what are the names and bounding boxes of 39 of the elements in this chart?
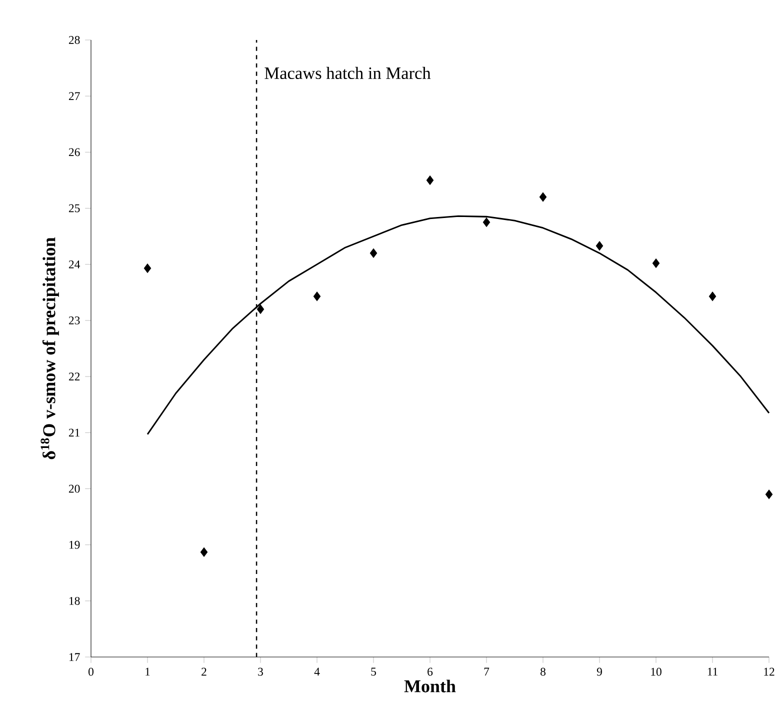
point [652,258,660,268]
x-tick-label: 5 [371,668,376,676]
y-tick-label: 26 [68,148,80,156]
point [482,218,490,227]
x-tick-label: 10 [651,668,662,676]
x-tick-label: 12 [764,668,774,676]
y-tick-label: 17 [69,653,80,661]
y-tick-label: 28 [68,36,80,44]
x-tick-label: 3 [258,668,263,676]
y-tick-label: 20 [68,484,80,493]
x-tick-label: 4 [314,668,320,676]
y-tick-label: 27 [68,92,80,100]
point [200,547,208,557]
point [370,248,378,258]
x-tick-label: 0 [88,668,94,676]
y-tick-label: 22 [68,372,80,380]
y-tick-label: 18 [69,596,80,605]
point [426,176,434,185]
point [596,241,604,251]
x-tick-label: 7 [484,668,490,676]
y-tick-label: 24 [68,260,80,268]
x-tick-label: 2 [202,668,206,676]
point [708,292,716,302]
x-tick-label: 6 [428,668,433,676]
point [313,292,321,302]
y-tick-label: 21 [68,428,80,437]
point [539,192,547,202]
y-tick-label: 25 [68,204,80,212]
x-tick-label: 1 [146,668,150,676]
x-tick-label: 11 [708,668,718,676]
x-tick-label: 9 [596,668,602,676]
y-tick-label: 23 [68,316,80,324]
point [256,304,264,314]
ref-line-label: Macaws hatch in March [264,66,431,80]
y-axis-title: δ$^{18}$O v-smow of precipitation [40,237,59,460]
y-tick-label: 19 [69,540,80,549]
x-axis-title: Month [404,680,456,692]
x-tick-label: 8 [540,668,546,676]
point [144,264,152,273]
